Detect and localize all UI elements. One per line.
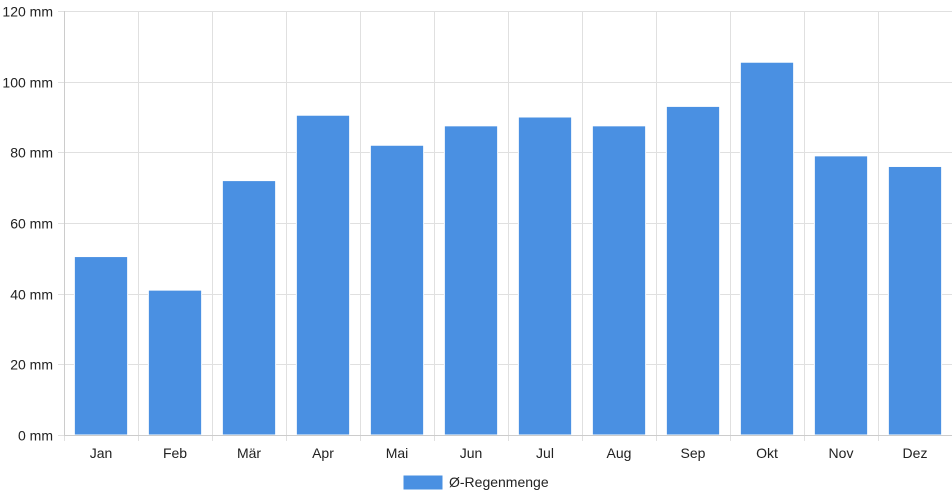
legend-swatch[interactable] [402,474,444,491]
y-tick-label: 0 mm [18,428,53,444]
y-tick-label: 100 mm [2,75,53,91]
y-tick-label: 60 mm [10,216,53,232]
x-tick-label: Jan [90,445,113,461]
bar[interactable] [887,165,943,436]
x-tick-label: Feb [163,445,187,461]
x-tick-label: Jun [460,445,483,461]
x-tick-label: Apr [312,445,334,461]
grid [58,11,952,441]
bars [73,61,943,436]
bar[interactable] [813,155,869,436]
legend[interactable]: Ø-Regenmenge [402,474,549,491]
bar[interactable] [221,180,277,436]
y-tick-label: 120 mm [2,4,53,20]
x-tick-label: Mär [237,445,261,461]
x-tick-label: Aug [607,445,632,461]
bar[interactable] [591,125,647,436]
y-tick-label: 80 mm [10,145,53,161]
x-tick-labels: Jan Feb Mär Apr Mai Jun Jul Aug Sep Okt Nov Dez [90,445,928,461]
bar[interactable] [739,61,795,436]
x-tick-label: Sep [681,445,706,461]
bar[interactable] [369,144,425,436]
x-tick-label: Okt [756,445,778,461]
x-tick-label: Mai [386,445,409,461]
bar[interactable] [517,116,573,436]
bar[interactable] [443,125,499,436]
axes [64,11,952,436]
bar[interactable] [73,256,129,436]
y-tick-label: 40 mm [10,287,53,303]
legend-label[interactable]: Ø-Regenmenge [449,474,549,490]
y-tick-labels: 0 mm 20 mm 40 mm 60 mm 80 mm 100 mm 120 mm [2,4,53,444]
bar[interactable] [295,114,351,436]
x-tick-label: Dez [903,445,928,461]
bar[interactable] [665,105,721,436]
y-tick-label: 20 mm [10,357,53,373]
x-tick-label: Nov [829,445,854,461]
bar[interactable] [147,289,203,436]
x-tick-label: Jul [536,445,554,461]
